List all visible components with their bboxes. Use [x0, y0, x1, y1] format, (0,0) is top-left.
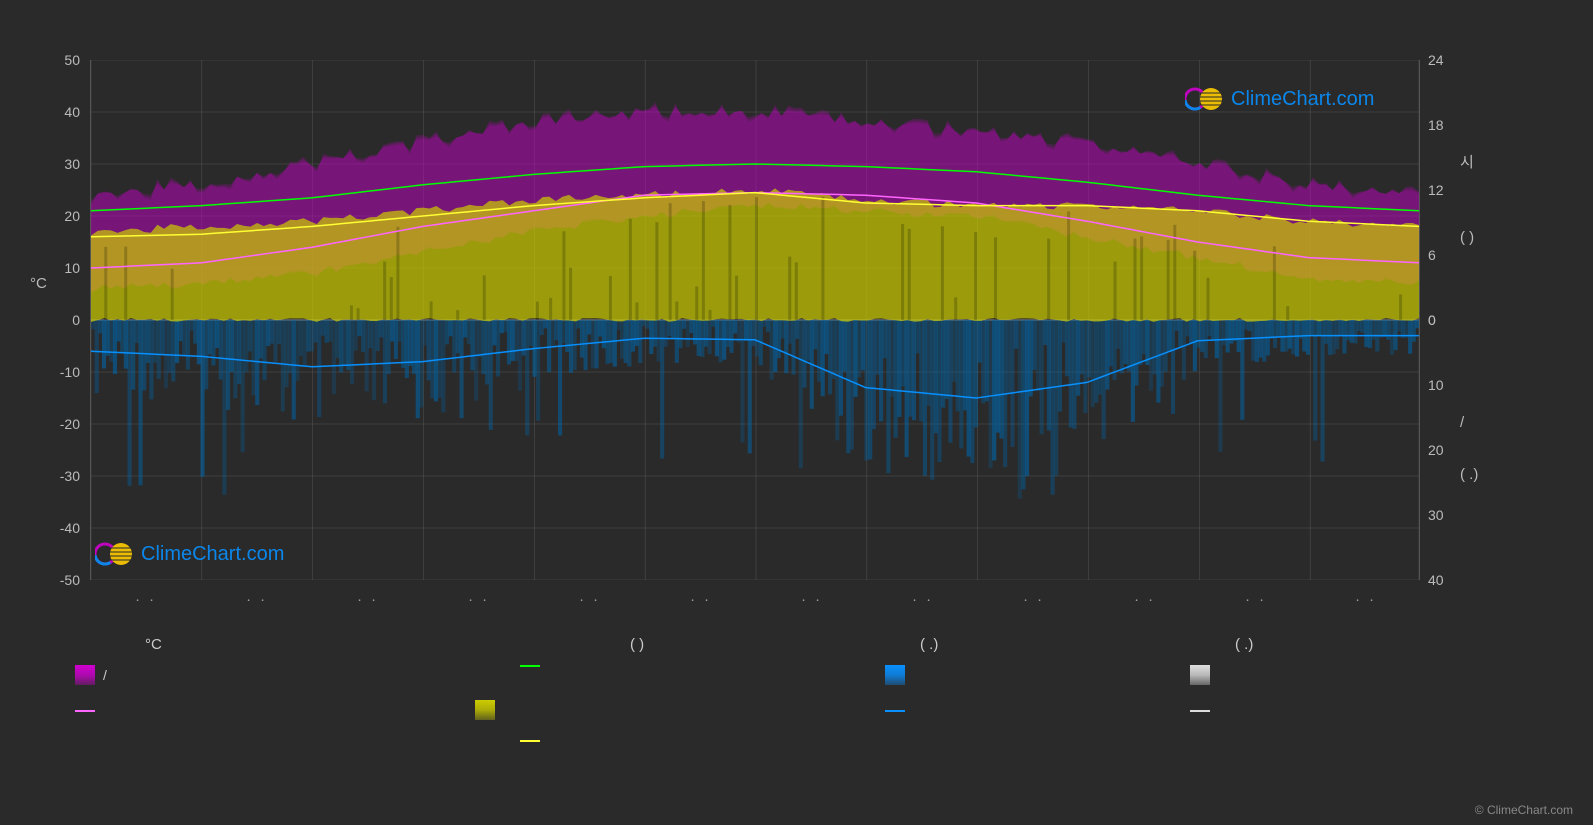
legend-label: /	[103, 667, 253, 683]
watermark-text: ClimeChart.com	[141, 543, 284, 566]
legend-item: /	[75, 665, 253, 685]
legend-line-swatch	[520, 665, 540, 667]
x-tick-month: ㆍㆍ	[570, 590, 610, 609]
legend-line-swatch	[885, 710, 905, 712]
legend-item	[520, 665, 698, 667]
x-tick-month: ㆍㆍ	[681, 590, 721, 609]
legend-line-swatch	[520, 740, 540, 742]
legend-swatch	[885, 665, 905, 685]
y-tick-right-bottom: 30	[1428, 507, 1458, 523]
legend-header: ( .)	[1235, 636, 1253, 653]
legend-item	[885, 665, 1063, 685]
y-axis-left-label: °C	[30, 275, 47, 292]
y-tick-left: -50	[50, 572, 80, 588]
y-tick-right-top: 24	[1428, 52, 1458, 68]
x-tick-month: ㆍㆍ	[459, 590, 499, 609]
x-tick-month: ㆍㆍ	[792, 590, 832, 609]
right-axis-unit: /	[1460, 414, 1464, 431]
watermark-logo: ClimeChart.com	[95, 540, 284, 568]
legend-item	[1190, 710, 1368, 712]
y-tick-right-bottom: 0	[1428, 312, 1458, 328]
y-tick-right-bottom: 40	[1428, 572, 1458, 588]
y-tick-left: -40	[50, 520, 80, 536]
x-tick-month: ㆍㆍ	[237, 590, 277, 609]
copyright-text: © ClimeChart.com	[1475, 803, 1573, 817]
x-tick-month: ㆍㆍ	[126, 590, 166, 609]
legend-swatch	[475, 700, 495, 720]
legend-swatch	[75, 665, 95, 685]
y-tick-left: -30	[50, 468, 80, 484]
legend-swatch	[1190, 665, 1210, 685]
right-axis-unit: ( .)	[1460, 466, 1478, 483]
right-axis-unit: ( )	[1460, 229, 1474, 246]
x-tick-month: ㆍㆍ	[1014, 590, 1054, 609]
y-tick-left: 50	[50, 52, 80, 68]
x-tick-month: ㆍㆍ	[903, 590, 943, 609]
x-tick-month: ㆍㆍ	[348, 590, 388, 609]
legend-item	[475, 700, 653, 720]
legend-line-swatch	[1190, 710, 1210, 712]
y-tick-right-top: 6	[1428, 247, 1458, 263]
logo-icon	[95, 540, 135, 568]
y-tick-left: 10	[50, 260, 80, 276]
y-tick-left: 20	[50, 208, 80, 224]
watermark-text: ClimeChart.com	[1231, 88, 1374, 111]
climate-chart	[90, 60, 1420, 580]
right-axis-unit: 시	[1460, 151, 1474, 172]
legend-header: ( .)	[920, 636, 938, 653]
x-tick-month: ㆍㆍ	[1346, 590, 1386, 609]
legend-item	[520, 740, 698, 742]
y-tick-left: -20	[50, 416, 80, 432]
legend-item	[885, 710, 1063, 712]
x-tick-month: ㆍㆍ	[1236, 590, 1276, 609]
y-tick-left: -10	[50, 364, 80, 380]
logo-icon	[1185, 85, 1225, 113]
y-tick-left: 40	[50, 104, 80, 120]
y-tick-left: 30	[50, 156, 80, 172]
y-tick-right-bottom: 20	[1428, 442, 1458, 458]
legend-item	[75, 710, 253, 712]
x-tick-month: ㆍㆍ	[1125, 590, 1165, 609]
y-tick-right-bottom: 10	[1428, 377, 1458, 393]
y-tick-right-top: 12	[1428, 182, 1458, 198]
y-tick-right-top: 18	[1428, 117, 1458, 133]
watermark-logo: ClimeChart.com	[1185, 85, 1374, 113]
legend-header: ( )	[630, 636, 644, 653]
y-tick-left: 0	[50, 312, 80, 328]
legend-item	[1190, 665, 1368, 685]
plot-svg	[90, 60, 1420, 580]
legend-header: °C	[145, 636, 162, 653]
legend-line-swatch	[75, 710, 95, 712]
